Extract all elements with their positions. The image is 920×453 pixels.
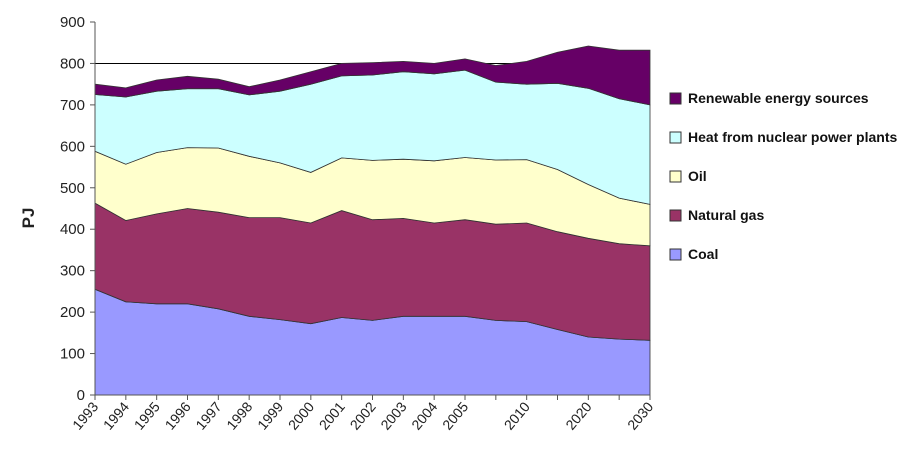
legend-label: Heat from nuclear power plants <box>688 129 897 145</box>
y-tick-label: 800 <box>60 55 85 72</box>
x-tick-labels: 1993199419951996199719981999200020012002… <box>69 398 656 432</box>
x-tick-label: 2001 <box>316 398 348 432</box>
legend-swatch <box>669 131 682 144</box>
y-tick-label: 600 <box>60 138 85 155</box>
x-tick-label: 2000 <box>285 398 317 432</box>
x-tick-label: 1999 <box>254 398 286 432</box>
legend-swatch <box>669 248 682 261</box>
x-tick-label: 2005 <box>439 398 471 432</box>
y-tick-label: 700 <box>60 97 85 114</box>
x-tick-label: 2020 <box>562 398 594 432</box>
x-tick-label: 1998 <box>223 398 255 432</box>
x-tick-label: 1993 <box>69 398 101 432</box>
x-tick-label: 2030 <box>624 398 656 432</box>
x-tick-label: 1996 <box>162 398 194 432</box>
y-axis-label: PJ <box>19 208 38 229</box>
x-tick-label: 1997 <box>192 398 224 432</box>
area-series-group <box>94 45 651 396</box>
y-tick-label: 200 <box>60 304 85 321</box>
y-tick-label: 100 <box>60 346 85 363</box>
y-tick-label: 300 <box>60 263 85 280</box>
x-tick-label: 2002 <box>347 398 379 432</box>
y-tick-label: 500 <box>60 180 85 197</box>
y-tick-label: 0 <box>77 387 85 404</box>
area-renewable-energy-sources <box>94 45 651 106</box>
x-tick-label: 2010 <box>501 398 533 432</box>
x-tick-label: 2004 <box>408 398 440 432</box>
x-tick-label: 1994 <box>100 398 132 432</box>
y-tick-label: 400 <box>60 221 85 238</box>
legend-swatch <box>669 170 682 183</box>
legend-swatch <box>669 209 682 222</box>
legend-label: Natural gas <box>688 207 764 223</box>
y-tick-labels: 0 100 200 300 400 500 600 700 800 900 <box>60 14 85 404</box>
x-tick-label: 1995 <box>131 398 163 432</box>
y-tick-label: 900 <box>60 14 85 31</box>
axes <box>90 21 651 400</box>
legend-swatch <box>669 92 682 105</box>
legend-label: Oil <box>688 168 707 184</box>
legend-label: Renewable energy sources <box>688 90 869 106</box>
x-tick-label: 2003 <box>377 398 409 432</box>
legend-label: Coal <box>688 246 718 262</box>
legend: Renewable energy sources Heat from nuclea… <box>669 90 897 262</box>
